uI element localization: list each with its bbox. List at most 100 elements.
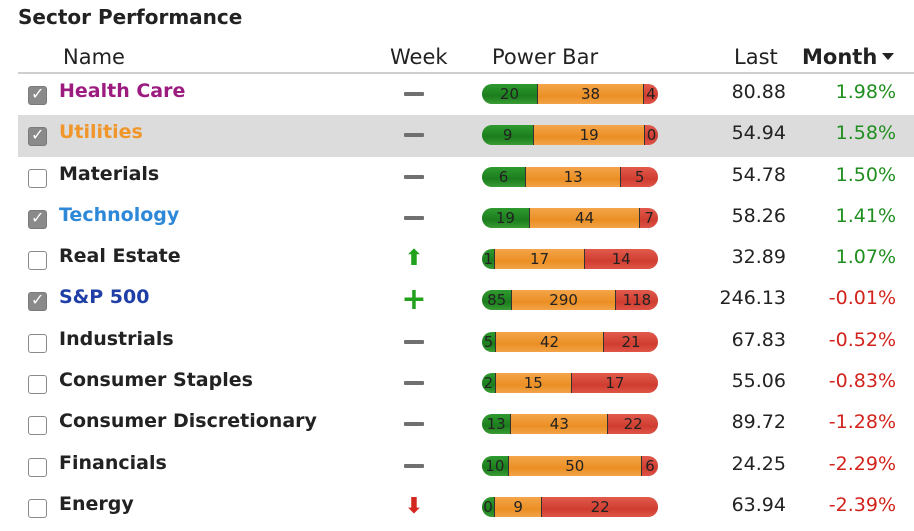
table-row[interactable]: ✓ Health Care 20 38 4 80.88 1.98% [18, 74, 914, 115]
table-row[interactable]: ✓ Utilities 9 19 0 54.94 1.58% [18, 115, 914, 157]
dash-icon [404, 92, 424, 96]
last-value: 54.94 [731, 122, 786, 145]
panel-title: Sector Performance [18, 5, 243, 29]
row-checkbox[interactable]: ✓ [28, 84, 47, 105]
sort-caret-icon [882, 53, 895, 60]
power-bar[interactable]: 13 43 22 [482, 414, 658, 435]
power-bar-orange-segment: 44 [529, 207, 641, 228]
power-bar[interactable]: 19 44 7 [482, 207, 658, 228]
row-checkbox[interactable] [28, 375, 47, 395]
month-change: -0.52% [828, 328, 896, 351]
arrow-down-icon: ⬇ [404, 493, 424, 519]
sector-name[interactable]: Materials [59, 162, 160, 185]
power-bar-red-segment: 22 [542, 496, 658, 517]
power-bar-green-segment: 19 [482, 207, 530, 228]
week-indicator: + [396, 285, 432, 315]
power-bar-green-segment: 2 [482, 373, 496, 394]
power-bar[interactable]: 1 17 14 [482, 249, 658, 270]
column-header-power-bar[interactable]: Power Bar [492, 45, 599, 69]
power-bar[interactable]: 9 19 0 [482, 125, 658, 146]
sector-name[interactable]: Technology [59, 203, 180, 226]
power-bar-green-segment: 85 [482, 290, 513, 311]
column-header-week[interactable]: Week [390, 45, 448, 69]
power-bar-orange-segment: 50 [508, 455, 642, 476]
sector-name[interactable]: Industrials [59, 327, 174, 350]
table-row[interactable]: Consumer Staples 2 15 17 55.06 -0.83% [18, 363, 914, 404]
power-bar-green-segment: 10 [482, 455, 509, 476]
power-bar[interactable]: 20 38 4 [482, 84, 658, 104]
power-bar-orange-segment: 38 [537, 84, 645, 104]
power-bar-red-segment: 5 [621, 166, 658, 187]
power-bar[interactable]: 0 9 22 [482, 496, 658, 517]
table-row[interactable]: ✓ Technology 19 44 7 58.26 1.41% [18, 198, 914, 239]
sector-name[interactable]: Real Estate [59, 245, 181, 268]
sector-table: ✓ Health Care 20 38 4 80.88 1.98% ✓ Utilities 9 19… [18, 74, 914, 528]
table-row[interactable]: Financials 10 50 6 24.25 -2.29% [18, 446, 914, 487]
row-checkbox[interactable]: ✓ [28, 290, 47, 312]
month-change: -0.83% [828, 370, 896, 393]
week-indicator: ⬇ [396, 494, 432, 520]
power-bar[interactable]: 6 13 5 [482, 166, 658, 187]
dash-icon [404, 381, 424, 386]
row-checkbox[interactable] [28, 333, 47, 353]
table-row[interactable]: ✓ S&P 500 +85 290 118 246.13 -0.01% [18, 280, 914, 321]
column-header-name[interactable]: Name [63, 45, 125, 69]
power-bar-red-segment: 7 [640, 207, 658, 228]
power-bar-orange-segment: 15 [495, 373, 572, 394]
checkmark-icon: ✓ [31, 207, 45, 227]
row-checkbox[interactable] [28, 168, 47, 188]
checkmark-icon: ✓ [31, 290, 45, 310]
week-indicator [396, 370, 432, 396]
arrow-up-icon: ⬆ [404, 246, 424, 272]
power-bar[interactable]: 5 42 21 [482, 331, 658, 352]
row-checkbox[interactable] [28, 457, 47, 477]
last-value: 67.83 [731, 328, 786, 351]
sector-name[interactable]: Consumer Staples [59, 369, 253, 392]
checkmark-icon: ✓ [31, 84, 45, 103]
month-change: 1.07% [835, 246, 896, 269]
table-row[interactable]: Real Estate ⬆ 1 17 14 32.89 1.07% [18, 239, 914, 280]
power-bar-green-segment: 5 [482, 331, 496, 352]
table-row[interactable]: Industrials 5 42 21 67.83 -0.52% [18, 322, 914, 363]
table-row[interactable]: Consumer Discretionary 13 43 22 89.72 -1.28% [18, 404, 914, 445]
week-indicator [396, 81, 432, 107]
row-checkbox[interactable] [28, 416, 47, 436]
week-indicator: ⬆ [396, 246, 432, 272]
power-bar-orange-segment: 13 [526, 166, 622, 187]
last-value: 32.89 [731, 246, 786, 269]
sector-name[interactable]: Financials [59, 451, 167, 474]
week-indicator [396, 453, 432, 479]
month-change: 1.98% [835, 81, 896, 103]
month-change: -0.01% [828, 287, 896, 310]
sector-name[interactable]: Utilities [59, 121, 143, 144]
table-row[interactable]: Materials 6 13 5 54.78 1.50% [18, 157, 914, 198]
row-checkbox[interactable]: ✓ [28, 207, 47, 229]
month-change: 1.50% [835, 163, 896, 186]
sector-name[interactable]: Energy [59, 492, 134, 515]
power-bar[interactable]: 10 50 6 [482, 455, 658, 476]
last-value: 58.26 [731, 204, 786, 227]
power-bar-green-segment: 1 [482, 249, 496, 270]
week-indicator [396, 122, 432, 148]
sector-name[interactable]: Health Care [59, 80, 186, 102]
power-bar[interactable]: 85 290 118 [482, 290, 658, 311]
column-header-month[interactable]: Month [802, 45, 895, 69]
power-bar-red-segment: 22 [608, 414, 658, 435]
power-bar-green-segment: 6 [482, 166, 526, 187]
dash-icon [404, 215, 424, 220]
month-change: -1.28% [828, 411, 896, 434]
row-checkbox[interactable]: ✓ [28, 125, 47, 147]
row-checkbox[interactable] [28, 251, 47, 271]
month-change: -2.29% [828, 452, 896, 475]
sector-name[interactable]: S&P 500 [59, 286, 150, 309]
power-bar-orange-segment: 17 [495, 249, 585, 270]
power-bar[interactable]: 2 15 17 [482, 373, 658, 394]
sector-name[interactable]: Consumer Discretionary [59, 410, 317, 433]
checkmark-icon: ✓ [31, 125, 45, 145]
column-header-last[interactable]: Last [734, 45, 778, 69]
row-checkbox[interactable] [28, 498, 47, 518]
dash-icon [404, 133, 424, 138]
power-bar-red-segment: 118 [615, 290, 658, 311]
table-row[interactable]: Energy ⬇ 0 9 22 63.94 -2.39% [18, 487, 914, 528]
last-value: 80.88 [731, 81, 786, 103]
